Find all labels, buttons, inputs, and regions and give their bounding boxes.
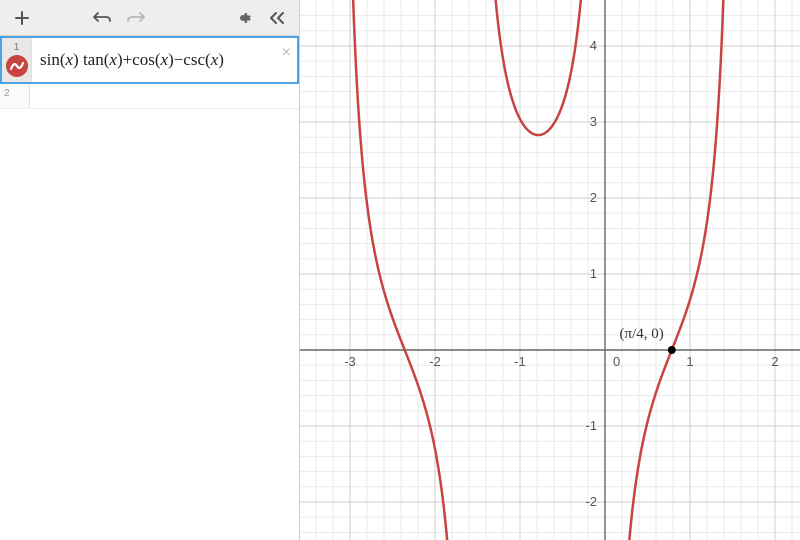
collapse-button[interactable] xyxy=(263,4,291,32)
index-number: 1 xyxy=(14,42,20,53)
svg-text:-1: -1 xyxy=(514,354,526,369)
svg-text:-2: -2 xyxy=(585,494,597,509)
gear-icon xyxy=(235,10,251,26)
svg-text:2: 2 xyxy=(590,190,597,205)
toolbar xyxy=(0,0,299,36)
redo-button[interactable] xyxy=(122,4,150,32)
settings-button[interactable] xyxy=(229,4,257,32)
chevron-double-left-icon xyxy=(268,11,286,25)
svg-text:1: 1 xyxy=(686,354,693,369)
svg-text:-2: -2 xyxy=(429,354,441,369)
expression-index: 1 xyxy=(2,38,32,82)
expression-row-1[interactable]: 1 sin(x) tan(x)+cos(x)−csc(x) × xyxy=(0,36,299,84)
svg-text:-3: -3 xyxy=(344,354,356,369)
color-swatch[interactable] xyxy=(6,55,28,77)
expression-index: 2 xyxy=(0,84,30,108)
delete-expression-button[interactable]: × xyxy=(282,44,291,62)
expression-formula[interactable]: sin(x) tan(x)+cos(x)−csc(x) xyxy=(32,38,297,82)
svg-text:2: 2 xyxy=(771,354,778,369)
graph-canvas[interactable]: -3 -2 -1 1 2 -2 -1 1 2 3 4 0(π/4, 0) xyxy=(300,0,800,540)
svg-text:-1: -1 xyxy=(585,418,597,433)
svg-text:3: 3 xyxy=(590,114,597,129)
svg-text:0: 0 xyxy=(613,354,620,369)
index-number: 2 xyxy=(4,88,10,99)
add-button[interactable] xyxy=(8,4,36,32)
undo-button[interactable] xyxy=(88,4,116,32)
svg-text:4: 4 xyxy=(590,38,597,53)
svg-text:1: 1 xyxy=(590,266,597,281)
svg-text:(π/4, 0): (π/4, 0) xyxy=(620,326,664,342)
plot-svg: -3 -2 -1 1 2 -2 -1 1 2 3 4 0(π/4, 0) xyxy=(300,0,800,540)
expression-panel: 1 sin(x) tan(x)+cos(x)−csc(x) × 2 xyxy=(0,0,300,540)
expression-row-2[interactable]: 2 xyxy=(0,84,299,109)
